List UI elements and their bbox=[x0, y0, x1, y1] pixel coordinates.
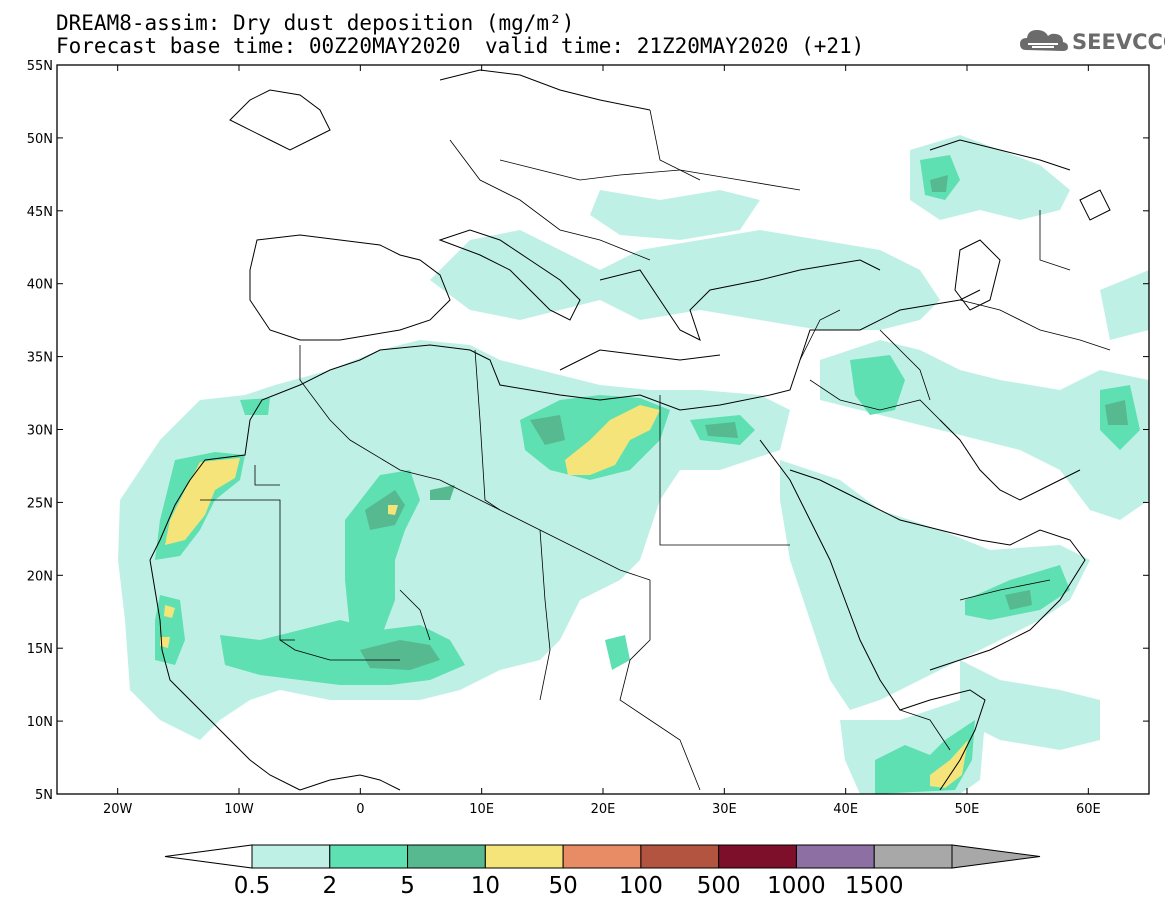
colorbar-label: 50 bbox=[548, 873, 577, 899]
longitude-axis: 20W 10W 0 10E 20E 30E 40E 50E 60E bbox=[103, 65, 1101, 817]
colorbar-swatch bbox=[329, 844, 409, 869]
colorbar-label: 10 bbox=[471, 873, 500, 899]
lat-tick-label: 55N bbox=[27, 59, 53, 74]
colorbar-swatch bbox=[873, 844, 953, 869]
colorbar-label: 1500 bbox=[845, 873, 904, 899]
lon-tick-label: 60E bbox=[1076, 802, 1101, 817]
colorbar-swatch bbox=[251, 844, 331, 869]
colorbar: 0.5 2 5 10 50 100 500 1000 1500 bbox=[164, 844, 1041, 899]
colorbar-swatch bbox=[795, 844, 875, 869]
colorbar-min-arrow bbox=[164, 844, 253, 869]
colorbar-label: 100 bbox=[619, 873, 663, 899]
colorbar-swatch bbox=[640, 844, 720, 869]
colorbar-label: 5 bbox=[400, 873, 415, 899]
lon-tick-label: 10E bbox=[469, 802, 494, 817]
lon-tick-label: 0 bbox=[356, 802, 364, 817]
lat-tick-label: 50N bbox=[27, 132, 53, 147]
lon-tick-label: 20E bbox=[591, 802, 616, 817]
lat-tick-label: 35N bbox=[27, 351, 53, 366]
colorbar-max-arrow bbox=[951, 844, 1041, 869]
lat-tick-label: 25N bbox=[27, 496, 53, 511]
colorbar-swatch bbox=[562, 844, 642, 869]
map-title: DREAM8-assim: Dry dust deposition (mg/m²… bbox=[56, 11, 575, 35]
lat-tick-label: 40N bbox=[27, 278, 53, 293]
lon-tick-label: 20W bbox=[103, 802, 133, 817]
cloud-icon bbox=[1020, 30, 1068, 51]
lat-tick-label: 15N bbox=[27, 642, 53, 657]
lat-tick-label: 20N bbox=[27, 569, 53, 584]
lat-tick-label: 5N bbox=[35, 788, 53, 803]
lon-tick-label: 10W bbox=[224, 802, 254, 817]
lat-tick-label: 10N bbox=[27, 715, 53, 730]
colorbar-label: 2 bbox=[322, 873, 337, 899]
country-borders bbox=[200, 109, 1111, 791]
valid-time: valid time: 21Z20MAY2020 (+21) bbox=[485, 34, 865, 58]
seevccc-logo: SEEVCCC bbox=[1018, 26, 1165, 56]
lon-tick-label: 40E bbox=[833, 802, 858, 817]
colorbar-label: 500 bbox=[697, 873, 741, 899]
colorbar-swatch bbox=[407, 844, 486, 869]
latitude-axis: 5N 10N 15N 20N 25N 30N 35N 40N 45N 50N 55N bbox=[27, 59, 1149, 803]
coastlines bbox=[149, 69, 1111, 791]
lon-tick-label: 30E bbox=[712, 802, 737, 817]
colorbar-swatch bbox=[484, 844, 564, 869]
lat-tick-label: 45N bbox=[27, 205, 53, 220]
colorbar-label: 0.5 bbox=[234, 873, 271, 899]
lat-tick-label: 30N bbox=[27, 424, 53, 439]
lon-tick-label: 50E bbox=[955, 802, 980, 817]
colorbar-label: 1000 bbox=[767, 873, 826, 899]
forecast-base-time: Forecast base time: 00Z20MAY2020 bbox=[56, 34, 461, 58]
logo-text: SEEVCCC bbox=[1072, 30, 1165, 54]
colorbar-swatch bbox=[718, 844, 797, 869]
